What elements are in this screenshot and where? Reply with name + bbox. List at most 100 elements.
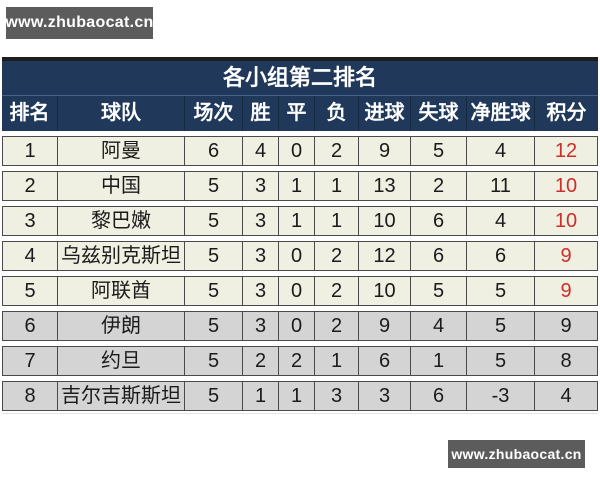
cell-draw: 0 <box>279 241 315 271</box>
column-header-team: 球队 <box>58 96 185 131</box>
watermark-bottom: www.zhubaocat.cn <box>448 440 585 468</box>
table-row: 4 乌兹别克斯坦 5 3 0 2 12 6 6 9 <box>2 241 598 271</box>
cell-gf: 9 <box>359 136 411 166</box>
cell-pts: 4 <box>535 381 598 411</box>
cell-gd: 5 <box>467 346 535 376</box>
table-row: 6 伊朗 5 3 0 2 9 4 5 9 <box>2 311 598 341</box>
cell-loss: 1 <box>315 346 359 376</box>
cell-loss: 2 <box>315 311 359 341</box>
cell-pts: 10 <box>535 206 598 236</box>
cell-draw: 2 <box>279 346 315 376</box>
cell-loss: 3 <box>315 381 359 411</box>
cell-team: 黎巴嫩 <box>58 206 185 236</box>
cell-gd: 4 <box>467 136 535 166</box>
cell-ga: 5 <box>411 136 467 166</box>
cell-played: 5 <box>185 206 243 236</box>
column-header-draw: 平 <box>279 96 315 131</box>
cell-gd: -3 <box>467 381 535 411</box>
cell-pts: 9 <box>535 241 598 271</box>
standings-table: 各小组第二排名 排名 球队 场次胜平负进球 失球 净胜球 积分 1 阿曼 6 4 0 2 9 5 4 12 2… <box>2 57 598 414</box>
cell-team: 约旦 <box>58 346 185 376</box>
cell-loss: 2 <box>315 276 359 306</box>
cell-ga: 1 <box>411 346 467 376</box>
cell-win: 1 <box>243 381 279 411</box>
cell-ga: 2 <box>411 171 467 201</box>
table-header-row: 排名 球队 场次胜平负进球 失球 净胜球 积分 <box>2 95 598 131</box>
cell-played: 5 <box>185 241 243 271</box>
cell-gf: 10 <box>359 206 411 236</box>
cell-gf: 6 <box>359 346 411 376</box>
cell-rank: 8 <box>2 381 58 411</box>
cell-gd: 11 <box>467 171 535 201</box>
column-header-gf: 进球 <box>359 96 411 131</box>
cell-rank: 4 <box>2 241 58 271</box>
table-title: 各小组第二排名 <box>2 61 598 95</box>
cell-loss: 2 <box>315 136 359 166</box>
column-header-win: 胜 <box>243 96 279 131</box>
table-body: 1 阿曼 6 4 0 2 9 5 4 12 2 中国 5 3 1 1 13 2 11 10 3 黎巴嫩 5 3 1 1 10 6 4 10… <box>2 136 598 414</box>
cell-gf: 9 <box>359 311 411 341</box>
watermark-top: www.zhubaocat.cn <box>5 7 153 39</box>
cell-played: 5 <box>185 346 243 376</box>
cell-rank: 2 <box>2 171 58 201</box>
cell-rank: 1 <box>2 136 58 166</box>
cell-pts: 12 <box>535 136 598 166</box>
cell-win: 4 <box>243 136 279 166</box>
cell-ga: 6 <box>411 241 467 271</box>
cell-rank: 3 <box>2 206 58 236</box>
cell-draw: 1 <box>279 206 315 236</box>
cell-win: 3 <box>243 276 279 306</box>
cell-rank: 5 <box>2 276 58 306</box>
cell-win: 3 <box>243 241 279 271</box>
cell-draw: 0 <box>279 311 315 341</box>
cell-gd: 5 <box>467 276 535 306</box>
table-row: 2 中国 5 3 1 1 13 2 11 10 <box>2 171 598 201</box>
cell-win: 2 <box>243 346 279 376</box>
cell-gd: 4 <box>467 206 535 236</box>
cell-pts: 9 <box>535 311 598 341</box>
column-header-rank: 排名 <box>2 96 58 131</box>
cell-win: 3 <box>243 171 279 201</box>
column-header-ga: 失球 <box>411 96 467 131</box>
cell-loss: 2 <box>315 241 359 271</box>
cell-draw: 1 <box>279 381 315 411</box>
cell-ga: 6 <box>411 381 467 411</box>
cell-win: 3 <box>243 206 279 236</box>
cell-team: 吉尔吉斯斯坦 <box>58 381 185 411</box>
table-row: 7 约旦 5 2 2 1 6 1 5 8 <box>2 346 598 376</box>
cell-played: 5 <box>185 381 243 411</box>
cell-played: 5 <box>185 276 243 306</box>
cell-loss: 1 <box>315 206 359 236</box>
cell-gf: 12 <box>359 241 411 271</box>
cell-played: 5 <box>185 171 243 201</box>
cell-pts: 8 <box>535 346 598 376</box>
table-row: 1 阿曼 6 4 0 2 9 5 4 12 <box>2 136 598 166</box>
table-row: 3 黎巴嫩 5 3 1 1 10 6 4 10 <box>2 206 598 236</box>
cell-pts: 10 <box>535 171 598 201</box>
cell-gf: 3 <box>359 381 411 411</box>
cell-gd: 5 <box>467 311 535 341</box>
cell-gf: 13 <box>359 171 411 201</box>
cell-ga: 4 <box>411 311 467 341</box>
cell-team: 乌兹别克斯坦 <box>58 241 185 271</box>
cell-team: 阿联酋 <box>58 276 185 306</box>
table-row: 8 吉尔吉斯斯坦 5 1 1 3 3 6 -3 4 <box>2 381 598 411</box>
cell-team: 中国 <box>58 171 185 201</box>
cell-ga: 5 <box>411 276 467 306</box>
table-row: 5 阿联酋 5 3 0 2 10 5 5 9 <box>2 276 598 306</box>
column-header-played: 场次 <box>185 96 243 131</box>
cell-gf: 10 <box>359 276 411 306</box>
cell-team: 伊朗 <box>58 311 185 341</box>
column-header-gd: 净胜球 <box>467 96 535 131</box>
cell-draw: 0 <box>279 136 315 166</box>
cell-played: 6 <box>185 136 243 166</box>
cell-gd: 6 <box>467 241 535 271</box>
cell-ga: 6 <box>411 206 467 236</box>
cell-draw: 1 <box>279 171 315 201</box>
cell-rank: 6 <box>2 311 58 341</box>
cell-loss: 1 <box>315 171 359 201</box>
column-header-pts: 积分 <box>546 102 587 124</box>
column-header-loss: 负 <box>315 96 359 131</box>
cell-draw: 0 <box>279 276 315 306</box>
